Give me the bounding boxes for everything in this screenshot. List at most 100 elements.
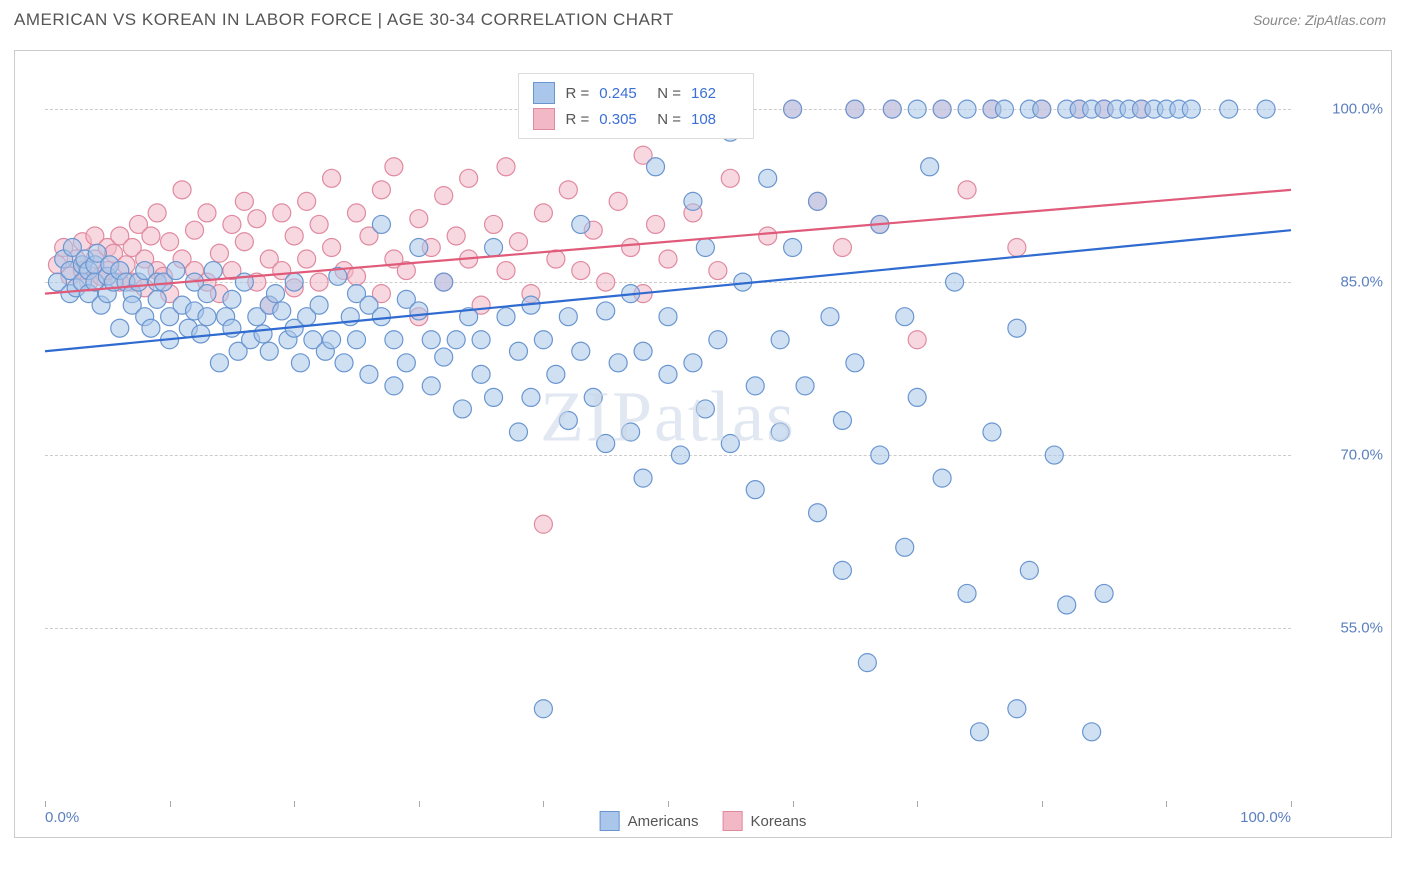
americans-point [335,354,353,372]
legend-item-koreans: Koreans [722,811,806,831]
americans-point [1020,561,1038,579]
americans-point [809,504,827,522]
koreans-point [547,250,565,268]
americans-point [422,331,440,349]
koreans-point [186,221,204,239]
scatter-plot-svg [45,63,1291,801]
americans-point [142,319,160,337]
americans-point [846,100,864,118]
koreans-point [759,227,777,245]
americans-point [684,354,702,372]
koreans-point [142,227,160,245]
americans-point [534,700,552,718]
americans-point [254,325,272,343]
americans-point [933,100,951,118]
koreans-point [310,273,328,291]
koreans-point [323,169,341,187]
americans-point [684,192,702,210]
americans-point [933,469,951,487]
koreans-point [485,215,503,233]
americans-point [771,331,789,349]
americans-point [273,302,291,320]
americans-point [223,290,241,308]
americans-point [809,192,827,210]
americans-point [192,325,210,343]
americans-point [995,100,1013,118]
koreans-point [1008,239,1026,257]
koreans-point [497,158,515,176]
americans-point [285,273,303,291]
americans-point [696,400,714,418]
koreans-point [497,262,515,280]
americans-point [858,654,876,672]
legend-swatch-koreans [533,108,555,130]
legend-stats-row-americans: R = 0.245 N = 162 [533,80,739,106]
legend-stats-box: R = 0.245 N = 162 R = 0.305 N = 108 [518,73,754,139]
americans-point [1008,319,1026,337]
americans-point [210,354,228,372]
n-value-americans: 162 [691,85,739,102]
americans-point [983,423,1001,441]
koreans-point [348,267,366,285]
americans-point [372,308,390,326]
x-tick [917,801,918,807]
americans-point [111,319,129,337]
americans-point [896,538,914,556]
koreans-point [285,227,303,245]
koreans-trend-line [45,190,1291,294]
x-tick [170,801,171,807]
americans-point [385,331,403,349]
koreans-point [721,169,739,187]
koreans-point [298,250,316,268]
americans-point [896,308,914,326]
x-tick [45,801,46,807]
koreans-point [659,250,677,268]
americans-point [291,354,309,372]
americans-point [572,215,590,233]
koreans-point [833,239,851,257]
n-value-koreans: 108 [691,111,739,128]
americans-point [958,100,976,118]
americans-point [360,365,378,383]
koreans-point [908,331,926,349]
americans-point [422,377,440,395]
americans-point [958,584,976,602]
koreans-point [235,192,253,210]
americans-point [908,388,926,406]
x-tick [1042,801,1043,807]
americans-point [1182,100,1200,118]
americans-point [559,411,577,429]
americans-point [784,100,802,118]
americans-point [509,342,527,360]
americans-point [397,354,415,372]
plot-area: 55.0%70.0%85.0%100.0% ZIPatlas R = 0.245… [45,63,1291,801]
koreans-point [709,262,727,280]
americans-point [971,723,989,741]
americans-point [597,435,615,453]
koreans-point [161,233,179,251]
koreans-point [622,239,640,257]
x-tick [1291,801,1292,807]
americans-point [260,342,278,360]
y-tick-label: 70.0% [1303,447,1383,464]
koreans-point [534,204,552,222]
americans-point [267,285,285,303]
r-label: R = [565,85,589,102]
r-value-americans: 0.245 [599,85,647,102]
americans-point [497,308,515,326]
americans-point [522,388,540,406]
americans-point [410,239,428,257]
americans-point [921,158,939,176]
legend-stats-row-koreans: R = 0.305 N = 108 [533,106,739,132]
x-tick [294,801,295,807]
americans-point [721,435,739,453]
americans-point [634,469,652,487]
koreans-point [310,215,328,233]
koreans-point [559,181,577,199]
americans-point [509,423,527,441]
americans-point [472,331,490,349]
americans-point [796,377,814,395]
americans-point [821,308,839,326]
y-tick-label: 85.0% [1303,274,1383,291]
americans-point [472,365,490,383]
